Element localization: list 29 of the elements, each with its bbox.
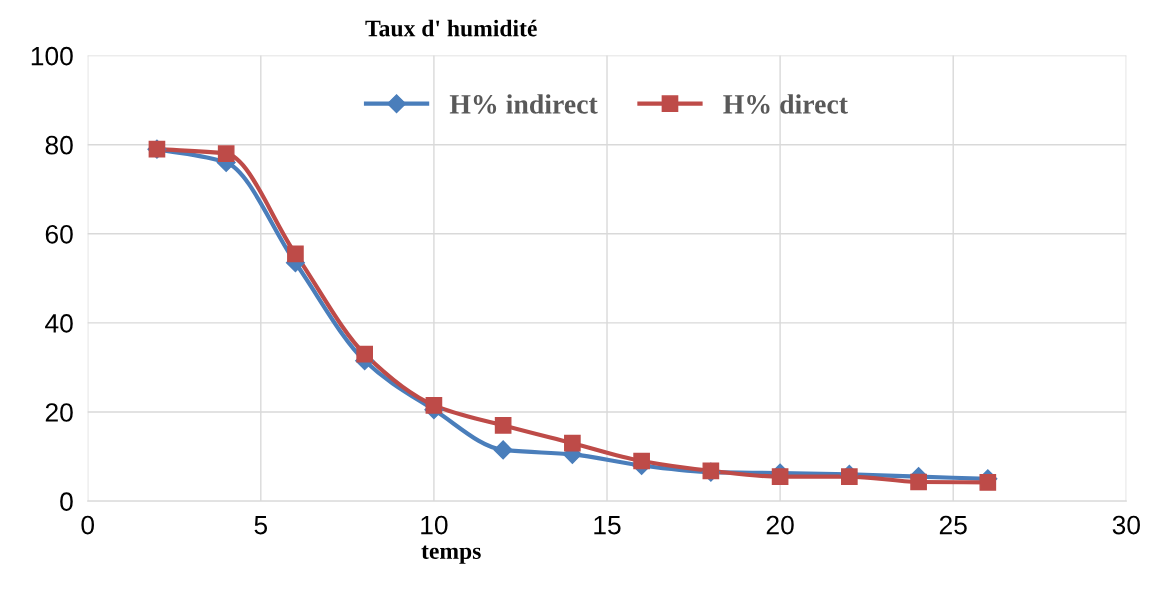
y-tick-label: 60 — [45, 224, 73, 244]
point — [771, 468, 789, 485]
x-axis-title: temps — [421, 545, 481, 564]
y-tick-label: 40 — [45, 314, 73, 333]
point — [910, 473, 927, 491]
x-tick-label: 0 — [81, 515, 95, 535]
point — [287, 245, 304, 263]
y-tick-label: 80 — [45, 135, 73, 155]
point — [841, 468, 858, 485]
y-tick-label: 0 — [60, 492, 73, 511]
point — [494, 417, 512, 434]
x-tick-label: 10 — [421, 515, 448, 535]
y-tick-label: 20 — [45, 403, 73, 422]
point — [564, 434, 581, 452]
x-tick-label: 20 — [766, 515, 794, 535]
point — [979, 474, 997, 491]
legend-label: H% indirect — [449, 94, 598, 114]
point — [356, 345, 373, 363]
y-tick-label: 100 — [31, 46, 73, 66]
x-tick-label: 15 — [594, 515, 621, 535]
point — [633, 452, 650, 470]
x-tick-label: 25 — [939, 515, 967, 535]
x-tick-label: 5 — [254, 515, 268, 535]
x-tick-label: 30 — [1112, 515, 1140, 535]
point — [493, 440, 513, 460]
legend-label: H% direct — [723, 94, 848, 114]
point — [217, 145, 235, 162]
chart-title: Taux d' humidité — [365, 19, 537, 37]
point — [425, 397, 443, 414]
